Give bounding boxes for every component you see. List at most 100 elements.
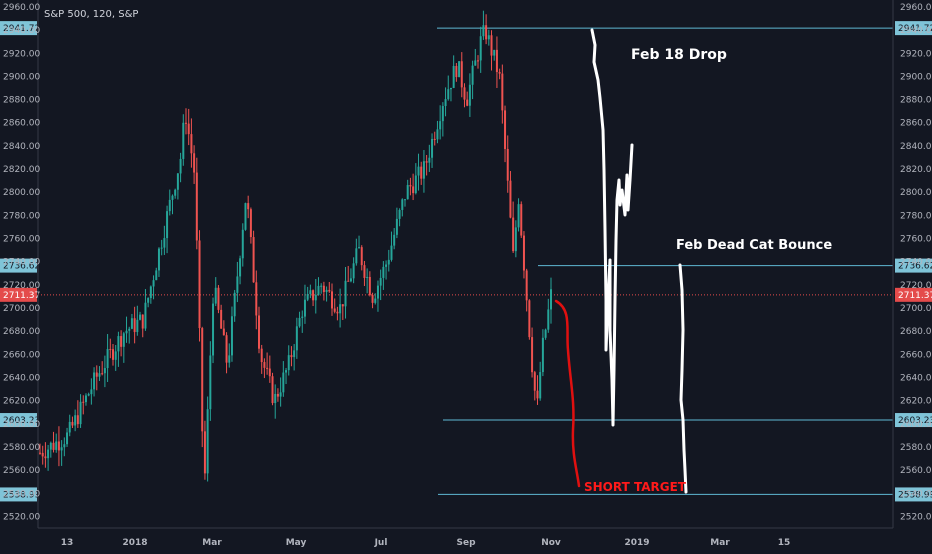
candle-body [468,84,471,106]
candle-body [255,282,258,316]
candle-body [55,441,58,450]
y-tick-label-left: 2540.00 [3,489,40,499]
candle-body [520,204,523,236]
candle-body [160,247,163,249]
candle-body [47,449,50,459]
y-tick-label-right: 2520.00 [900,512,932,522]
y-tick-label-right: 2880.00 [900,96,932,106]
candle-body [187,123,190,135]
candle-body [433,138,436,140]
candle-body [249,209,252,238]
candle-body [95,372,98,377]
y-tick-label-right: 2640.00 [900,373,932,383]
candle-body [339,304,342,314]
candle-body [536,390,539,399]
candle-body [428,157,431,163]
candle-body [376,285,379,299]
candle-body [525,270,528,301]
candle-body [301,316,304,318]
candle-body [68,421,71,433]
candle-body [139,314,142,320]
candle-body [371,295,374,303]
candle-body [495,49,498,73]
candle-body [109,349,112,351]
candle-body [522,235,525,271]
candle-body [60,447,63,451]
candle-body [122,333,125,347]
level-label-right: 2603.23 [898,416,932,426]
candle-body [166,211,169,239]
y-tick-label-right: 2580.00 [900,443,932,453]
level-label-right-bg [895,413,932,428]
candle-body [252,237,255,283]
candle-body [322,285,325,293]
candle-body [209,355,212,410]
candle-body [79,401,82,425]
candle-body [349,278,352,282]
x-tick-label: 2018 [122,538,147,548]
y-tick-label-left: 2720.00 [3,281,40,291]
candle-body [331,291,333,309]
candle-body [266,367,269,369]
level-label-left: 2538.99 [3,490,40,500]
candle-body [471,65,474,85]
candle-body [420,166,423,179]
candle-body [241,229,244,259]
candle-body [222,328,225,336]
y-tick-label-left: 2560.00 [3,466,40,476]
candle-body [290,355,293,358]
candle-body [479,36,482,61]
candle-body [125,330,128,334]
candle-body [90,389,93,395]
candle-body [325,289,328,293]
candle-body [285,370,288,373]
last-price-label-left: 2711.37 [3,291,40,301]
feb-18-drop-drawing [590,28,634,427]
candle-body [498,72,501,74]
candle-body [401,199,404,210]
y-tick-label-right: 2800.00 [900,188,932,198]
x-tick-label: Mar [202,538,222,548]
candle-body [190,134,193,154]
candle-body [93,372,96,390]
candle-body [466,99,469,106]
candle-body [136,319,139,333]
y-tick-label-right: 2720.00 [900,281,932,291]
x-tick-label: 13 [61,538,74,548]
candle-body [398,209,401,219]
candle-body [63,444,66,448]
y-tick-label-left: 2960.00 [3,3,40,13]
candle-body [103,368,106,374]
candle-body [263,362,266,368]
candle-body [82,401,85,403]
y-tick-label-right: 2760.00 [900,235,932,245]
candle-body [276,393,279,397]
x-tick-label: Jul [374,538,388,548]
candle-body [501,73,504,111]
level-label-left-bg [0,21,37,36]
candle-body [441,106,444,122]
y-tick-label-left: 2580.00 [3,443,40,453]
candle-body [141,314,144,329]
y-tick-label-right: 2740.00 [900,258,932,268]
candle-body [152,280,155,287]
y-tick-label-left: 2880.00 [3,96,40,106]
candle-body [101,373,104,375]
y-tick-label-left: 2520.00 [3,512,40,522]
candle-body [385,264,388,267]
x-tick-label: Mar [710,538,730,548]
candle-body [317,285,320,295]
level-lines: 2941.72 2941.72 2736.62 2736.62 2603.23 2603.… [0,21,932,502]
y-tick-label-left: 2820.00 [3,165,40,175]
candle-body [458,61,461,78]
candle-body [282,372,285,393]
candle-body [514,227,517,252]
candle-body [66,432,69,445]
candle-body [195,172,198,241]
candle-body [352,263,355,279]
candle-body [374,298,377,303]
candle-body [220,309,223,329]
level-label-right: 2736.62 [898,262,932,272]
